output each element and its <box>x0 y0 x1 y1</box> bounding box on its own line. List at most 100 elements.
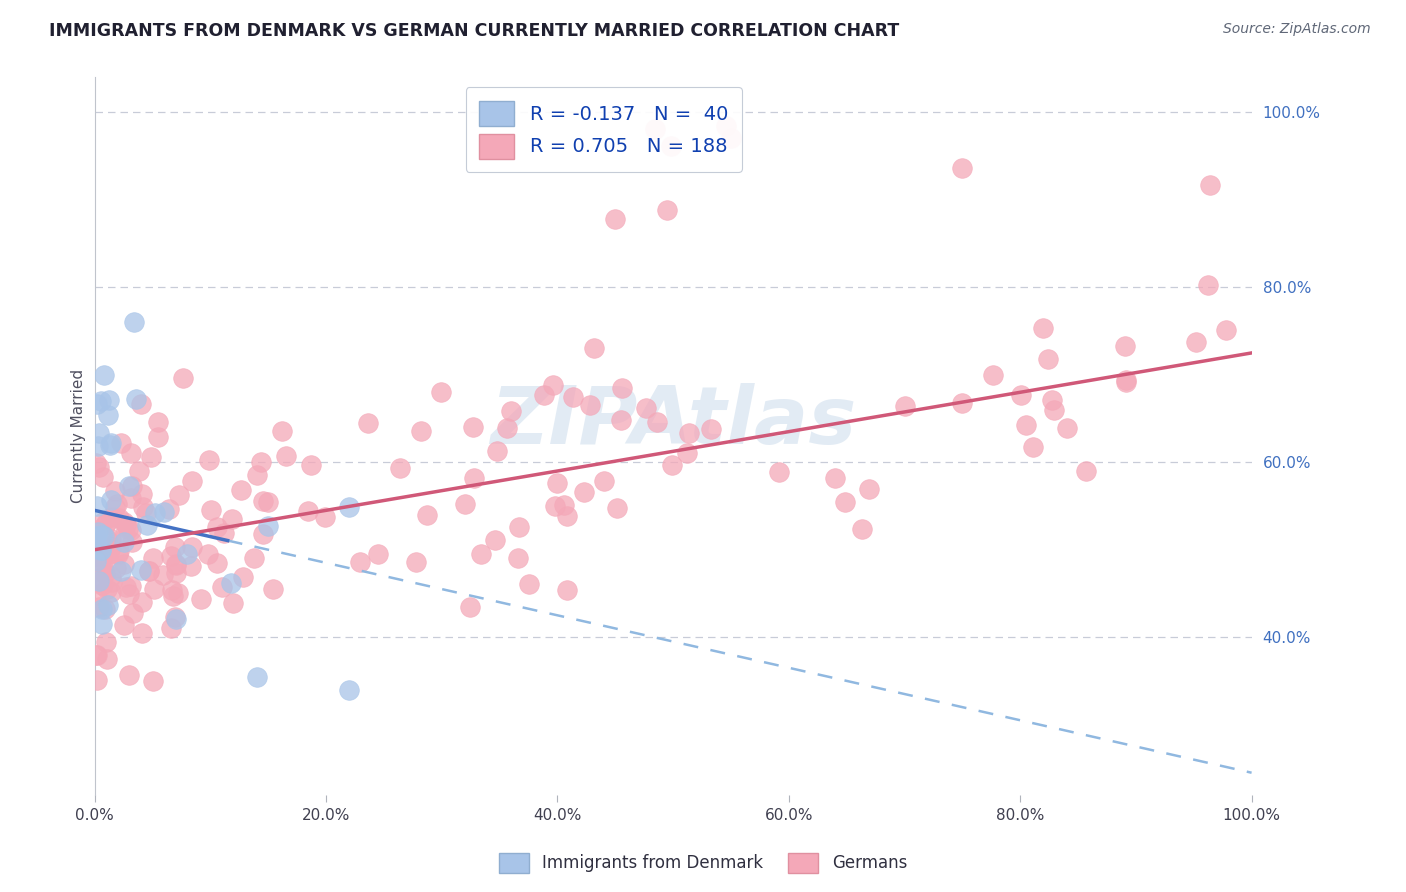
Point <box>606 500 628 515</box>
Point <box>644 122 666 136</box>
Point <box>1115 375 1137 389</box>
Point <box>160 549 183 563</box>
Point <box>676 446 699 460</box>
Point <box>245 669 267 683</box>
Point <box>114 526 136 541</box>
Point <box>357 417 380 431</box>
Point <box>700 422 723 436</box>
Point <box>112 534 135 549</box>
Point <box>252 494 274 508</box>
Point <box>222 596 245 610</box>
Point <box>89 555 111 569</box>
Point <box>89 460 111 475</box>
Point <box>508 550 530 565</box>
Point <box>181 540 204 554</box>
Point <box>572 485 595 500</box>
Point <box>94 516 117 531</box>
Point <box>167 586 190 600</box>
Point <box>232 569 254 583</box>
Point <box>337 682 360 697</box>
Point <box>605 211 627 226</box>
Point <box>165 612 187 626</box>
Point <box>125 392 148 406</box>
Point <box>165 566 187 580</box>
Point <box>297 504 319 518</box>
Point <box>135 506 157 520</box>
Point <box>89 574 111 589</box>
Point <box>84 553 107 567</box>
Point <box>121 534 143 549</box>
Point <box>271 424 294 438</box>
Point <box>122 315 145 329</box>
Point <box>160 621 183 635</box>
Point <box>461 420 484 434</box>
Point <box>152 568 174 582</box>
Point <box>470 547 492 561</box>
Point <box>91 617 114 632</box>
Point <box>720 131 742 145</box>
Point <box>112 557 135 571</box>
Point <box>100 510 122 524</box>
Point <box>181 475 204 489</box>
Point <box>1115 373 1137 387</box>
Point <box>131 595 153 609</box>
Point <box>165 558 187 573</box>
Point <box>143 506 166 520</box>
Point <box>129 563 152 577</box>
Point <box>661 458 683 472</box>
Point <box>89 526 111 541</box>
Point <box>163 610 186 624</box>
Point <box>252 527 274 541</box>
Point <box>1184 334 1206 349</box>
Point <box>388 461 411 475</box>
Point <box>645 416 668 430</box>
Point <box>162 589 184 603</box>
Point <box>583 341 606 355</box>
Point <box>94 602 117 616</box>
Point <box>858 483 880 497</box>
Point <box>91 528 114 542</box>
Point <box>219 575 242 590</box>
Point <box>100 435 122 450</box>
Point <box>98 438 121 452</box>
Point <box>112 618 135 632</box>
Point <box>131 397 153 411</box>
Point <box>86 549 108 563</box>
Point <box>93 529 115 543</box>
Point <box>1038 352 1060 367</box>
Point <box>104 500 127 514</box>
Point <box>1042 402 1064 417</box>
Point <box>131 625 153 640</box>
Point <box>1215 323 1237 337</box>
Point <box>200 503 222 517</box>
Point <box>118 668 141 682</box>
Point <box>87 572 110 586</box>
Point <box>87 600 110 615</box>
Point <box>1199 178 1222 193</box>
Point <box>121 491 143 505</box>
Point <box>176 547 198 561</box>
Point <box>146 415 169 429</box>
Point <box>97 598 120 612</box>
Point <box>1022 440 1045 454</box>
Point <box>950 161 973 176</box>
Point <box>592 474 614 488</box>
Point <box>180 559 202 574</box>
Point <box>243 551 266 566</box>
Point <box>89 534 111 549</box>
Point <box>262 582 284 597</box>
Point <box>211 580 233 594</box>
Point <box>117 522 139 536</box>
Point <box>96 533 118 547</box>
Point <box>90 394 112 409</box>
Point <box>142 582 165 597</box>
Point <box>94 516 117 530</box>
Point <box>553 498 575 512</box>
Point <box>460 600 482 615</box>
Point <box>100 540 122 554</box>
Point <box>96 651 118 665</box>
Point <box>555 509 578 524</box>
Point <box>157 501 180 516</box>
Point <box>138 564 160 578</box>
Point <box>165 557 187 571</box>
